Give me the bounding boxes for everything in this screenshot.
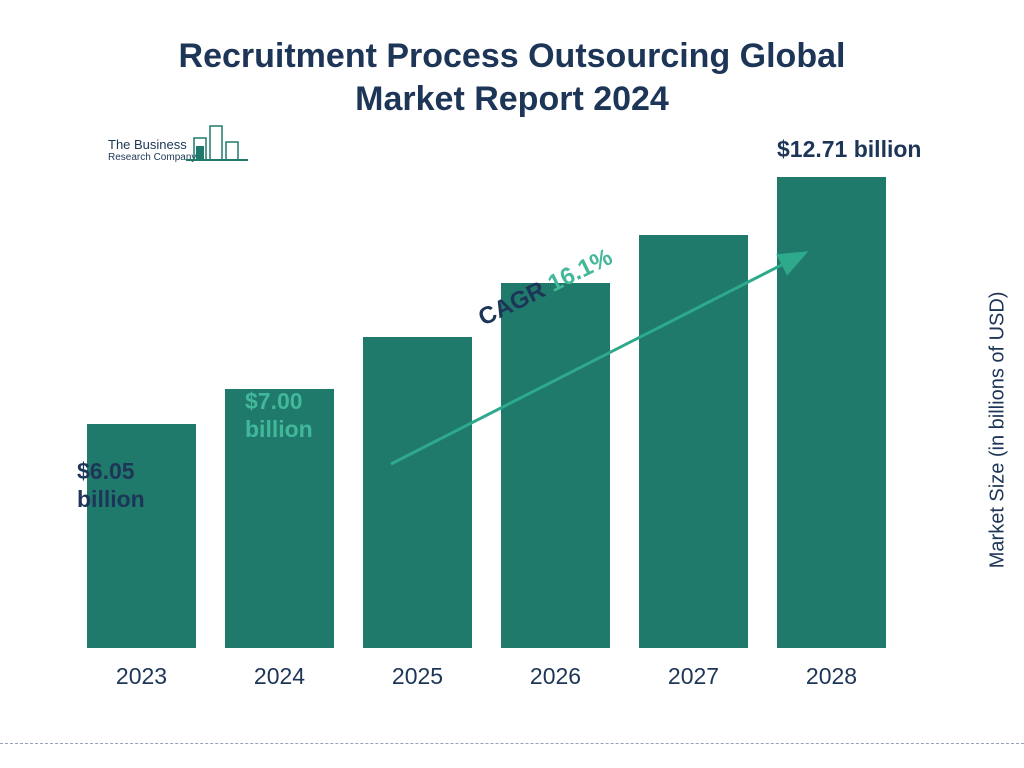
logo-line-1: The Business [108,138,196,152]
value-label-2023: $6.05 billion [77,458,145,513]
value-label-2024: $7.00 billion [245,388,313,443]
title-line-2: Market Report 2024 [355,80,669,118]
x-axis-tick-label: 2025 [363,663,472,690]
x-axis-tick-label: 2024 [225,663,334,690]
x-axis-tick-label: 2027 [639,663,748,690]
baseline-rule [0,743,1024,744]
chart-title: Recruitment Process Outsourcing Global M… [0,35,1024,120]
value-label-2028: $12.71 billion [777,136,921,164]
y-axis-label: Market Size (in billions of USD) [987,292,1010,569]
x-axis-tick-label: 2028 [777,663,886,690]
bar-chart: 202320242025202620272028 $6.05 billion $… [87,160,907,690]
x-axis-tick-label: 2023 [87,663,196,690]
x-axis-tick-label: 2026 [501,663,610,690]
cagr-trend-arrow [383,244,823,474]
title-line-1: Recruitment Process Outsourcing Global [179,37,846,75]
